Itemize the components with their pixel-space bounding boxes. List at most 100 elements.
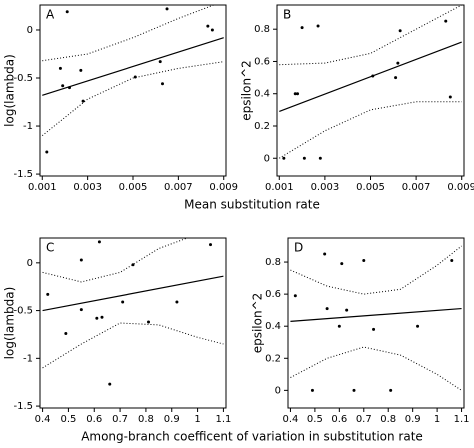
point (210, 28, 214, 32)
point (45, 150, 49, 154)
y-axis-label: log(lambda) (3, 54, 17, 127)
x-tick-label: 0.5 (307, 414, 323, 425)
confidence-band (279, 101, 462, 159)
point (67, 86, 71, 90)
plot-frame (276, 4, 465, 177)
point (318, 156, 322, 160)
x-axis-label: Mean substitution rate (184, 198, 320, 212)
point (302, 156, 306, 160)
point (296, 92, 300, 96)
point (394, 76, 398, 80)
panel-label: C (46, 241, 54, 255)
x-tick-label: 0.8 (380, 414, 396, 425)
y-tick-label: 0 (27, 25, 33, 36)
point (323, 252, 327, 256)
point (81, 99, 85, 103)
x-tick-label: 0.005 (119, 182, 148, 193)
point (97, 240, 101, 244)
y-tick-label: 0.2 (254, 121, 270, 132)
x-tick-label: 0.6 (331, 414, 347, 425)
point (79, 258, 83, 262)
point (372, 327, 376, 331)
y-axis-label: epsilon^2 (240, 60, 254, 121)
x-tick-label: 0.007 (402, 182, 431, 193)
y-axis-label: epsilon^2 (251, 293, 265, 354)
point (352, 388, 356, 392)
x-tick-label: 0.003 (73, 182, 102, 193)
y-axis-label: log(lambda) (3, 287, 17, 360)
point (448, 95, 452, 99)
y-tick-label: -1 (23, 353, 33, 364)
point (209, 243, 212, 247)
point (310, 388, 314, 392)
point (398, 29, 402, 33)
y-tick-label: 0 (27, 258, 33, 269)
confidence-band (42, 322, 224, 369)
x-tick-label: 0.5 (60, 414, 76, 425)
x-tick-label: 0.6 (86, 414, 102, 425)
y-tick-label: 0 (264, 153, 270, 164)
point (325, 307, 329, 311)
y-tick-label: -0.5 (13, 306, 33, 317)
point (160, 82, 164, 86)
point (95, 316, 99, 320)
regression-line (42, 275, 224, 312)
x-tick-label: 0.4 (282, 414, 298, 425)
point (337, 324, 341, 328)
point (133, 75, 137, 79)
y-tick-label: 0.6 (254, 56, 270, 67)
plot-lines (41, 5, 224, 137)
point (293, 92, 297, 96)
point (416, 324, 420, 328)
regression-line (279, 41, 462, 113)
y-tick-label: 0.2 (265, 353, 281, 364)
point (64, 332, 68, 336)
regression-line (42, 37, 224, 96)
y-tick-label: -1.5 (13, 401, 33, 412)
x-tick-label: 0.4 (35, 414, 51, 425)
panel-label: A (46, 8, 55, 22)
x-tick-label: 1 (434, 414, 440, 425)
x-tick-label: 0.009 (447, 182, 474, 193)
point (300, 26, 304, 30)
x-tick-label: 0.7 (112, 414, 128, 425)
point (362, 258, 366, 262)
point (147, 320, 150, 324)
confidence-band (42, 238, 189, 283)
point (165, 7, 169, 11)
x-axis-label: Among-branch coefficent of variation in … (81, 430, 423, 444)
point (444, 19, 448, 23)
x-tick-label: 0.9 (405, 414, 421, 425)
point (206, 24, 210, 28)
point (340, 262, 344, 266)
y-tick-label: -0.5 (13, 73, 33, 84)
point (46, 292, 50, 296)
y-tick-label: 0.4 (265, 321, 281, 332)
x-tick-label: 1.1 (454, 414, 470, 425)
point (396, 61, 400, 65)
plot-frame (39, 4, 227, 177)
point (58, 66, 62, 70)
point (316, 24, 320, 28)
x-tick-label: 0.7 (356, 414, 372, 425)
point (121, 300, 125, 304)
x-tick-label: 0.001 (265, 182, 294, 193)
point (389, 388, 393, 392)
confidence-band (290, 245, 462, 295)
point (345, 308, 349, 312)
plot-frame (39, 237, 227, 409)
y-tick-label: -1 (23, 121, 33, 132)
point (450, 258, 454, 262)
x-tick-label: 0.009 (209, 182, 238, 193)
point (108, 382, 112, 386)
point (293, 294, 297, 298)
plot-lines (290, 245, 462, 391)
point (100, 315, 104, 319)
confidence-band (41, 61, 224, 137)
x-tick-label: 0.003 (311, 182, 340, 193)
point (79, 68, 83, 72)
y-tick-label: 0.8 (265, 257, 281, 268)
x-tick-label: 0.8 (138, 414, 154, 425)
point (282, 156, 286, 160)
y-tick-label: 0.4 (254, 89, 270, 100)
